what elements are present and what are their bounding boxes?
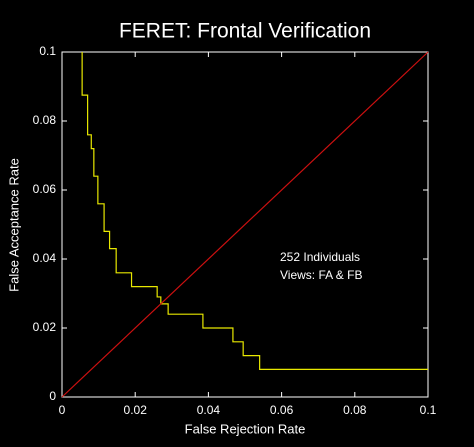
x-tick-label: 0.04 <box>197 403 221 417</box>
x-tick-label: 0.02 <box>124 403 148 417</box>
x-tick-label: 0.08 <box>343 403 367 417</box>
y-tick-label: 0.08 <box>33 113 57 127</box>
x-tick-label: 0.1 <box>420 403 437 417</box>
x-tick-label: 0.06 <box>270 403 294 417</box>
x-tick-label: 0 <box>59 403 66 417</box>
chart-title: FERET: Frontal Verification <box>119 20 371 43</box>
x-axis-label: False Rejection Rate <box>185 421 306 436</box>
y-tick-label: 0.04 <box>33 251 57 265</box>
y-tick-label: 0.02 <box>33 320 57 334</box>
y-tick-label: 0.06 <box>33 182 57 196</box>
y-tick-label: 0 <box>49 389 56 403</box>
line-series <box>81 52 428 370</box>
y-axis-label: False Acceptance Rate <box>6 158 21 292</box>
annotation: 252 Individuals <box>280 250 360 264</box>
plot-frame <box>61 51 429 398</box>
y-tick-label: 0.1 <box>39 44 56 58</box>
annotation: Views: FA & FB <box>280 268 362 282</box>
line-series <box>61 51 429 398</box>
